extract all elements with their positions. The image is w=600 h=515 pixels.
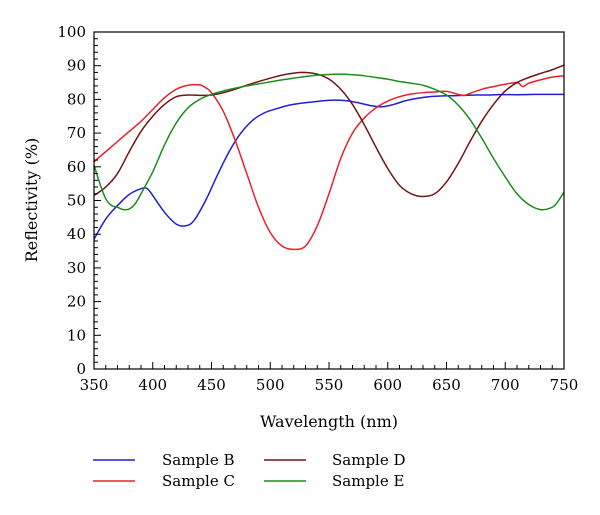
legend-item-sample-c: Sample C bbox=[93, 472, 235, 490]
x-tick-label: 400 bbox=[138, 376, 167, 394]
x-tick-label: 700 bbox=[491, 376, 520, 394]
legend-item-sample-e: Sample E bbox=[264, 472, 404, 490]
legend-item-sample-b: Sample B bbox=[93, 451, 235, 469]
series-line-sample-b bbox=[93, 93, 564, 240]
y-tick-label: 70 bbox=[67, 124, 86, 142]
x-axis-ticks: 350 400 450 500 550 600 650 700 750 bbox=[80, 362, 579, 394]
legend-label: Sample C bbox=[162, 472, 235, 490]
y-axis-ticks: 0 10 20 30 40 50 60 70 80 90 100 bbox=[57, 23, 101, 378]
y-axis-title: Reflectivity (%) bbox=[22, 138, 41, 263]
x-tick-label: 450 bbox=[197, 376, 226, 394]
y-tick-label: 50 bbox=[67, 192, 86, 210]
series-line-sample-e bbox=[93, 73, 565, 211]
y-tick-label: 90 bbox=[67, 57, 86, 75]
legend: Sample B Sample C Sample D Sample E bbox=[93, 451, 406, 490]
series-line-sample-d bbox=[93, 64, 565, 198]
x-tick-label: 350 bbox=[80, 376, 109, 394]
legend-label: Sample B bbox=[162, 451, 235, 469]
series-line-sample-c bbox=[93, 75, 565, 251]
y-tick-label: 60 bbox=[67, 158, 86, 176]
x-tick-label: 500 bbox=[256, 376, 285, 394]
y-tick-label: 40 bbox=[67, 225, 86, 243]
y-tick-label: 10 bbox=[67, 326, 86, 344]
plot-frame bbox=[93, 31, 565, 370]
x-tick-label: 600 bbox=[373, 376, 402, 394]
x-axis-title: Wavelength (nm) bbox=[260, 412, 398, 431]
plot-lines bbox=[93, 64, 565, 251]
x-tick-label: 550 bbox=[315, 376, 344, 394]
y-tick-label: 0 bbox=[76, 360, 86, 378]
legend-label: Sample D bbox=[332, 451, 406, 469]
legend-label: Sample E bbox=[332, 472, 404, 490]
legend-item-sample-d: Sample D bbox=[264, 451, 406, 469]
x-tick-label: 650 bbox=[432, 376, 461, 394]
y-tick-label: 30 bbox=[67, 259, 86, 277]
y-tick-label: 100 bbox=[57, 23, 86, 41]
y-tick-label: 20 bbox=[67, 293, 86, 311]
x-tick-label: 750 bbox=[550, 376, 579, 394]
y-tick-label: 80 bbox=[67, 90, 86, 108]
